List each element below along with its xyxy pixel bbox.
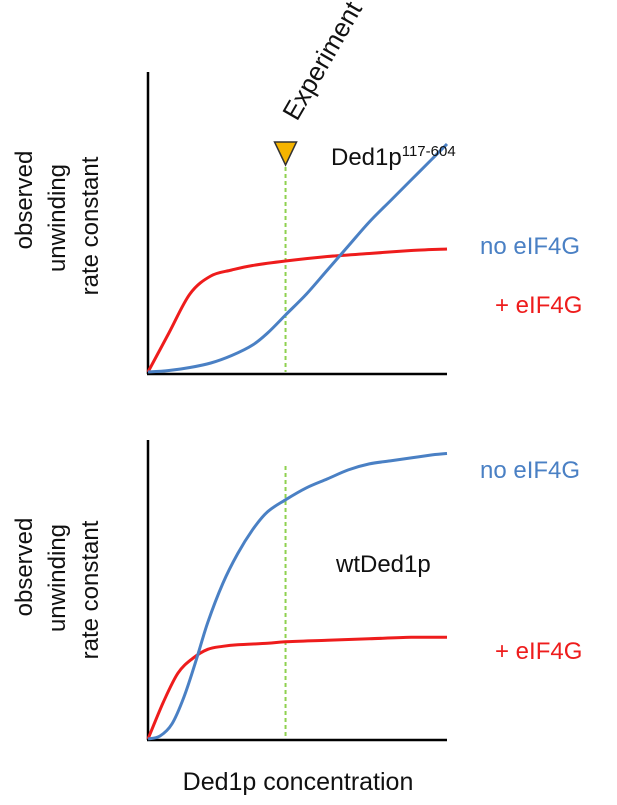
top-series-plus-eif4g	[146, 247, 448, 373]
bottom-legend-plus-eif4g: + eIF4G	[495, 638, 582, 665]
bottom-annotation: wtDed1p	[335, 551, 431, 578]
experiment-marker-icon	[273, 141, 298, 167]
bottom-panel: observed unwinding rate constant wtDed1p…	[11, 440, 582, 742]
top-legend-no-eif4g: no eIF4G	[480, 233, 580, 260]
bottom-series-plus-eif4g	[146, 635, 448, 740]
top-ylabel-line2: unwinding	[44, 164, 71, 272]
top-annotation-superscript: 117-604	[402, 143, 456, 160]
bottom-ylabel-line2: unwinding	[44, 524, 71, 632]
bottom-ylabel-line1: observed	[11, 518, 38, 617]
x-axis-label: Ded1p concentration	[183, 768, 414, 796]
bottom-legend-no-eif4g: no eIF4G	[480, 457, 580, 484]
top-annotation: Ded1p117-604	[331, 143, 456, 171]
top-panel: observed unwinding rate constant Experim…	[11, 0, 582, 376]
top-ylabel-line3: rate constant	[77, 156, 104, 295]
top-series-no-eif4g	[147, 142, 449, 374]
bottom-ylabel-line3: rate constant	[77, 520, 104, 659]
top-legend-plus-eif4g: + eIF4G	[495, 292, 582, 319]
top-ylabel-line1: observed	[11, 151, 38, 250]
bottom-series-no-eif4g	[147, 452, 448, 741]
experiment-label: Experiment	[276, 0, 368, 125]
